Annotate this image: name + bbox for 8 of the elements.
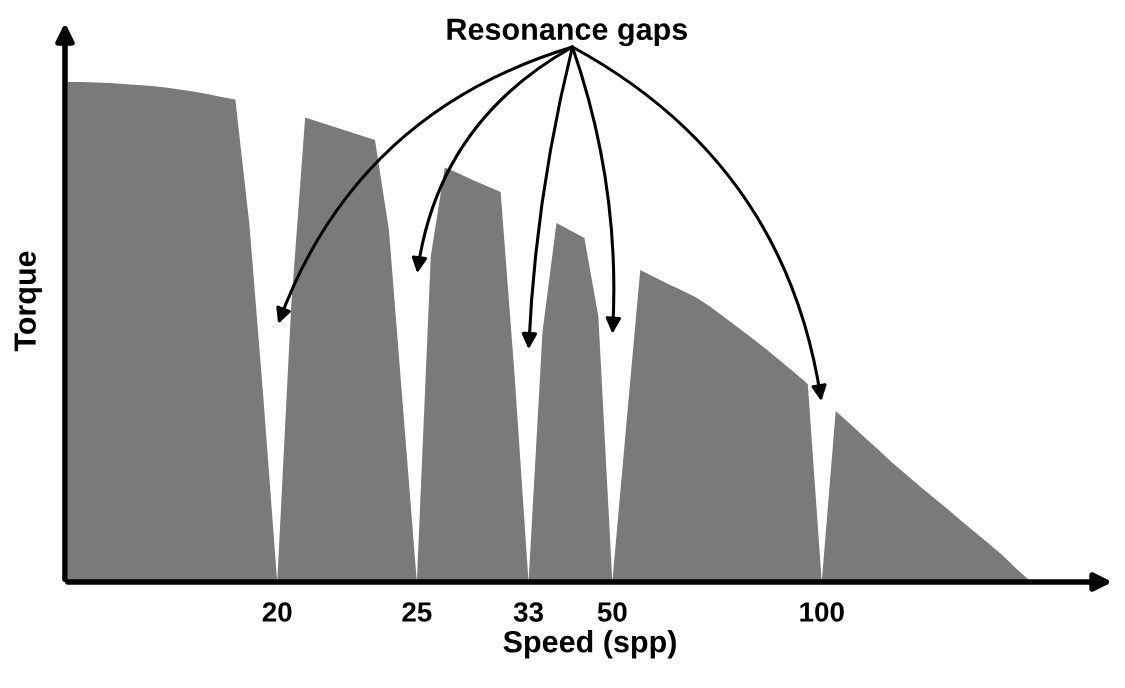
x-tick-label: 100: [800, 602, 844, 622]
x-axis-title: Speed (spp): [503, 630, 676, 659]
y-axis-title: Torque: [14, 251, 42, 352]
x-tick-label: 33: [513, 602, 543, 622]
x-tick-label: 20: [262, 602, 292, 622]
x-tick-label: 25: [402, 602, 432, 622]
x-tick-label: 50: [597, 602, 627, 622]
text: Resonance gaps: [447, 18, 687, 47]
